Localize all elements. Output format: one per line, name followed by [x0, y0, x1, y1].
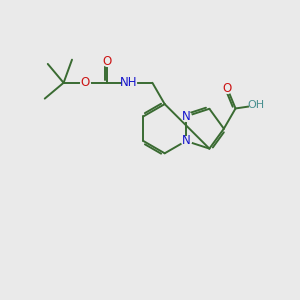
Text: O: O: [223, 82, 232, 94]
Text: N: N: [182, 110, 190, 123]
Text: OH: OH: [248, 100, 265, 110]
Text: O: O: [81, 76, 90, 89]
Text: NH: NH: [120, 76, 138, 89]
Text: N: N: [182, 134, 190, 148]
Text: O: O: [102, 55, 112, 68]
